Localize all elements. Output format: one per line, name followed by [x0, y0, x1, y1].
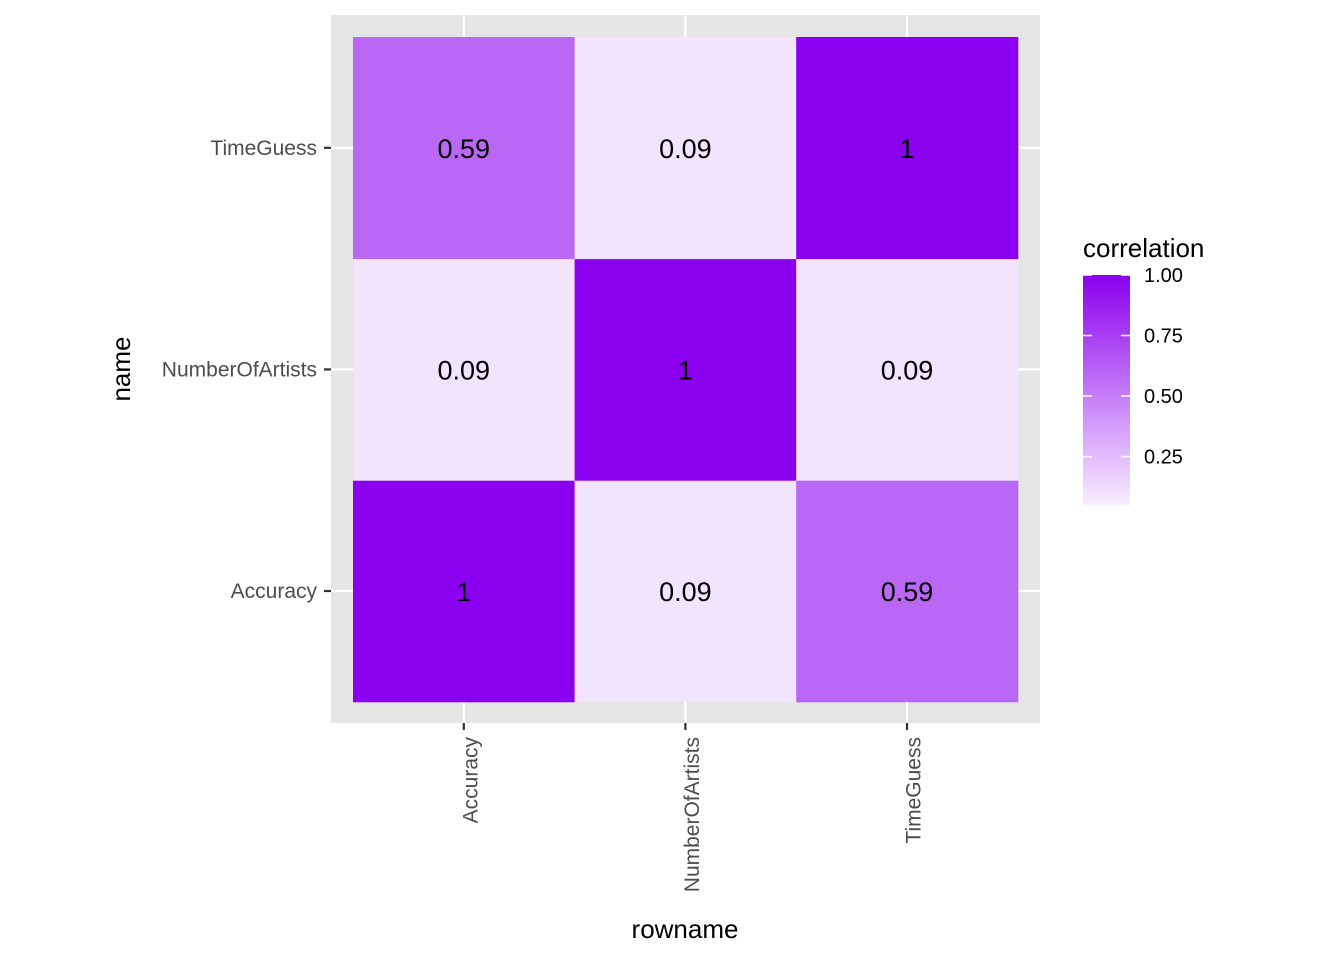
- legend-tick-label: 0.50: [1144, 386, 1183, 408]
- legend-title: correlation: [1083, 233, 1204, 263]
- cell-value-label: 0.59: [438, 134, 491, 164]
- heatmap-cell: [574, 258, 797, 481]
- heatmap-cell: [353, 258, 576, 481]
- heatmap-cells: [353, 37, 1019, 703]
- legend: correlation 1.00 0.75 0.50 0.25: [1083, 233, 1204, 505]
- y-axis: Accuracy NumberOfArtists TimeGuess: [162, 137, 331, 603]
- x-axis-title: rowname: [632, 914, 739, 944]
- cell-value-label: 0.59: [881, 577, 934, 607]
- heatmap-cell: [796, 37, 1019, 260]
- cell-value-label: 1: [899, 134, 914, 164]
- y-tick-label: TimeGuess: [210, 137, 317, 160]
- x-tick-label: TimeGuess: [903, 737, 926, 844]
- heatmap-cell: [574, 480, 797, 703]
- legend-tick-label: 0.25: [1144, 447, 1183, 469]
- cell-value-label: 0.09: [659, 134, 712, 164]
- x-axis: Accuracy NumberOfArtists TimeGuess: [459, 723, 926, 892]
- y-tick-label: NumberOfArtists: [162, 358, 317, 381]
- x-tick-label: NumberOfArtists: [681, 737, 704, 892]
- legend-colorbar: [1083, 275, 1130, 505]
- cell-value-label: 1: [456, 577, 471, 607]
- cell-value-label: 0.09: [438, 355, 491, 385]
- legend-tick-label: 1.00: [1144, 265, 1183, 287]
- cell-value-label: 0.09: [881, 355, 934, 385]
- legend-tick-label: 0.75: [1144, 326, 1183, 348]
- cell-value-label: 0.09: [659, 577, 712, 607]
- legend-ticks: 1.00 0.75 0.50 0.25: [1083, 265, 1183, 469]
- heatmap-cell: [353, 480, 576, 703]
- heatmap-cell: [353, 37, 576, 260]
- cell-value-label: 1: [678, 355, 693, 385]
- cell-value-labels: 1 0.09 0.59 0.09 1 0.09 0.59 0.09 1: [438, 134, 934, 607]
- heatmap-cell: [796, 258, 1019, 481]
- y-axis-title: name: [106, 336, 136, 401]
- heatmap-cell: [796, 480, 1019, 703]
- x-tick-label: Accuracy: [459, 737, 482, 824]
- heatmap-cell: [574, 37, 797, 260]
- y-tick-label: Accuracy: [231, 580, 318, 603]
